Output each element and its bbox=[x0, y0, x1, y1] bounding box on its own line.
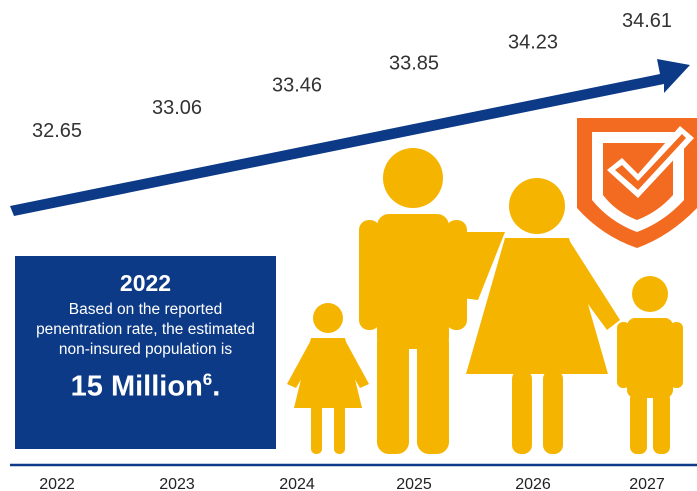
info-highlight: 15 Million6. bbox=[15, 362, 276, 405]
year-labels: 2022 2023 2024 2025 2026 2027 bbox=[39, 476, 665, 491]
x-tick-label: 2022 bbox=[39, 476, 75, 491]
value-label: 33.06 bbox=[152, 97, 202, 119]
shield-check-icon bbox=[577, 118, 697, 248]
family-icon bbox=[287, 148, 683, 454]
info-text: Based on the reported penentration rate,… bbox=[36, 301, 255, 358]
value-label: 34.23 bbox=[508, 31, 558, 53]
x-tick-label: 2024 bbox=[279, 476, 315, 491]
x-tick-label: 2027 bbox=[629, 476, 665, 491]
x-tick-label: 2023 bbox=[159, 476, 195, 491]
x-tick-label: 2026 bbox=[515, 476, 551, 491]
value-label: 32.65 bbox=[32, 120, 82, 142]
value-label: 33.46 bbox=[272, 75, 322, 97]
info-footnote-mark: 6 bbox=[202, 370, 213, 389]
value-label: 33.85 bbox=[389, 53, 439, 75]
info-box: 2022 Based on the reported penentration … bbox=[15, 256, 276, 449]
info-year: 2022 bbox=[119, 270, 172, 296]
info-highlight-suffix: . bbox=[212, 370, 221, 403]
value-label: 34.61 bbox=[622, 10, 672, 32]
info-highlight-value: 15 Million bbox=[70, 370, 203, 403]
trend-arrow bbox=[10, 59, 690, 216]
value-labels: 32.65 33.06 33.46 33.85 34.23 34.61 bbox=[32, 10, 672, 142]
x-tick-label: 2025 bbox=[396, 476, 432, 491]
